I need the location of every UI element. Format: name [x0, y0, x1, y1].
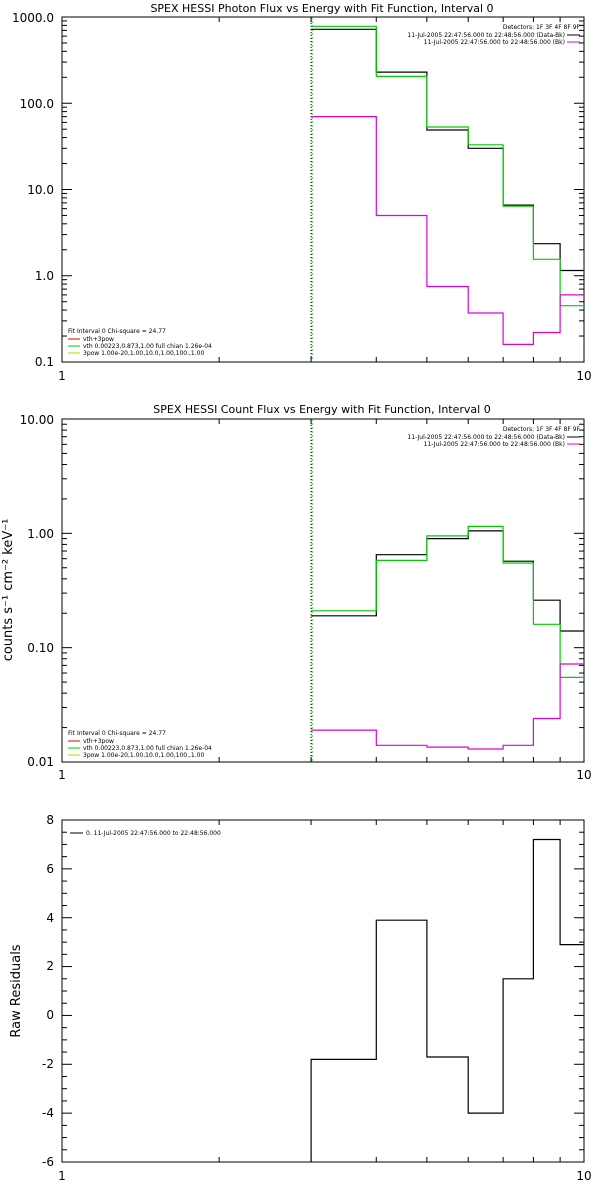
y-tick-label: 2: [46, 959, 54, 973]
y-tick-label: 0.1: [35, 355, 54, 369]
photon-flux-legend-bottom-left: Fit Interval 0 Chi-square = 24.77 vth+3p…: [68, 328, 212, 357]
legend-entry-vth: vth 0.00223,0.873,1.00 full chian 1.26e-…: [83, 343, 212, 350]
count-flux-y-tick-labels: 0.01 0.10 1.00 10.00: [20, 413, 54, 769]
legend-entry-data-bk: 11-Jul-2005 22:47:56.000 to 22:48:56.000…: [407, 434, 565, 441]
count-flux-legend-bottom-left: Fit Interval 0 Chi-square = 24.77 vth+3p…: [68, 730, 212, 759]
x-tick-label: 10: [576, 1169, 591, 1183]
y-tick-label: 1.00: [27, 527, 54, 541]
series-line-0: [310, 838, 584, 1162]
photon-flux-ticks: [61, 16, 585, 363]
residuals-legend: 0. 11-Jul-2005 22:47:56.000 to 22:48:56.…: [70, 830, 221, 837]
residuals-y-axis-label: Raw Residuals: [9, 944, 24, 1037]
residuals-ticks: [61, 819, 585, 1163]
y-tick-label: 100.0: [20, 97, 54, 111]
series-line-2: [311, 663, 584, 750]
legend-header: Fit Interval 0 Chi-square = 24.77: [68, 730, 166, 737]
y-tick-label: 10.0: [27, 183, 54, 197]
y-tick-label: 4: [46, 911, 54, 925]
legend-entry-bk: 11-Jul-2005 22:47:56.000 to 22:48:56.000…: [424, 441, 565, 448]
legend-entry-3pow: 3pow 1.00e-20,1.00,10.0,1.00,100.,1.00: [83, 350, 204, 357]
residuals-series: [310, 838, 584, 1162]
y-tick-label: 10.00: [20, 413, 54, 427]
x-tick-label: 1: [58, 1169, 66, 1183]
legend-entry-interval: 0. 11-Jul-2005 22:47:56.000 to 22:48:56.…: [86, 830, 221, 837]
residuals-y-tick-labels: -6 -4 -2 0 2 4 6 8: [42, 813, 54, 1169]
photon-flux-title: SPEX HESSI Photon Flux vs Energy with Fi…: [150, 2, 493, 15]
legend-entry-vth-3pow: vth+3pow: [83, 738, 114, 745]
y-tick-label: 0.01: [27, 755, 54, 769]
legend-header: Detectors: 1F 3F 4F 8F 9F: [503, 426, 581, 433]
series-line-1: [311, 525, 584, 678]
count-flux-x-tick-labels: 1 10: [58, 768, 591, 782]
legend-header: Fit Interval 0 Chi-square = 24.77: [68, 328, 166, 335]
residuals-x-tick-labels: 1 10: [58, 1169, 591, 1183]
legend-entry-3pow: 3pow 1.00e-20,1.00,10.0,1.00,100.,1.00: [83, 752, 204, 759]
legend-header: Detectors: 1F 3F 4F 8F 9F: [503, 24, 581, 31]
y-tick-label: -6: [42, 1155, 54, 1169]
legend-entry-bk: 11-Jul-2005 22:47:56.000 to 22:48:56.000…: [424, 39, 565, 46]
x-tick-label: 1: [58, 369, 66, 383]
count-flux-y-axis-label: counts s⁻¹ cm⁻² keV⁻¹: [1, 519, 16, 662]
count-flux-title: SPEX HESSI Count Flux vs Energy with Fit…: [153, 403, 490, 416]
count-flux-legend-top-right: Detectors: 1F 3F 4F 8F 9F 11-Jul-2005 22…: [407, 426, 580, 448]
y-tick-label: 6: [46, 862, 54, 876]
y-tick-label: 0.10: [27, 641, 54, 655]
count-flux-axes: [61, 418, 585, 763]
legend-entry-data-bk: 11-Jul-2005 22:47:56.000 to 22:48:56.000…: [407, 32, 565, 39]
y-tick-label: -4: [42, 1106, 54, 1120]
count-flux-plot: SPEX HESSI Count Flux vs Energy with Fit…: [1, 403, 592, 782]
x-tick-label: 10: [576, 369, 591, 383]
photon-flux-plot: SPEX HESSI Photon Flux vs Energy with Fi…: [12, 2, 592, 383]
x-tick-label: 10: [576, 768, 591, 782]
y-tick-label: 1.0: [35, 269, 54, 283]
y-tick-label: 0: [46, 1008, 54, 1022]
y-tick-label: -2: [42, 1057, 54, 1071]
series-line-0: [311, 28, 584, 272]
series-line-2: [311, 116, 584, 345]
photon-flux-y-tick-labels: 0.1 1.0 10.0 100.0 1000.0: [12, 11, 54, 369]
residuals-axes: [61, 819, 585, 1163]
count-flux-ticks: [61, 418, 585, 763]
photon-flux-axes: [61, 16, 585, 363]
y-tick-label: 1000.0: [12, 11, 54, 25]
count-flux-series: [310, 419, 584, 762]
residuals-plot: 1 10 -6 -4 -2 0 2 4 6 8 Raw Residuals 0.…: [9, 813, 592, 1183]
x-tick-label: 1: [58, 768, 66, 782]
series-line-0: [311, 530, 584, 632]
photon-flux-x-tick-labels: 1 10: [58, 369, 591, 383]
y-tick-label: 8: [46, 813, 54, 827]
photon-flux-legend-top-right: Detectors: 1F 3F 4F 8F 9F 11-Jul-2005 22…: [407, 24, 580, 46]
series-line-1: [311, 25, 584, 307]
legend-entry-vth-3pow: vth+3pow: [83, 336, 114, 343]
photon-flux-series: [310, 17, 584, 362]
legend-entry-vth: vth 0.00223,0.873,1.00 full chian 1.26e-…: [83, 745, 212, 752]
